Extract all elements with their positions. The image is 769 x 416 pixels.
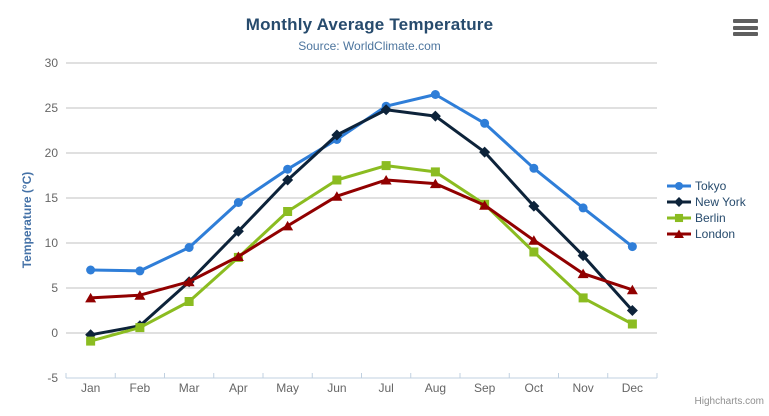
legend-item-new-york[interactable]: New York [667,194,746,209]
x-axis-label: Jan [81,381,100,395]
point-tokyo-nov[interactable] [578,203,588,213]
legend-label: Tokyo [695,178,727,193]
point-london-jan[interactable] [85,292,97,303]
point-london-nov[interactable] [577,268,589,279]
credits-link[interactable]: Highcharts.com [694,396,764,407]
point-berlin-oct[interactable] [529,247,539,257]
point-new-york-oct[interactable] [528,200,540,212]
point-berlin-jan[interactable] [86,336,96,346]
legend-item-tokyo[interactable]: Tokyo [667,178,746,193]
point-london-may[interactable] [282,220,294,231]
point-berlin-jun[interactable] [332,175,342,185]
point-new-york-jun[interactable] [331,129,343,141]
point-london-mar[interactable] [183,276,195,287]
point-tokyo-apr[interactable] [233,198,243,207]
hamburger-menu-icon [733,19,758,23]
legend-label: Berlin [695,210,726,225]
x-axis-label: Jun [327,381,346,395]
chart-subtitle: Source: WorldClimate.com [298,39,441,53]
y-axis-label: 15 [45,191,59,205]
point-tokyo-jan[interactable] [86,265,96,275]
x-axis-label: May [276,381,299,395]
point-berlin-may[interactable] [283,207,293,216]
point-berlin-aug[interactable] [430,167,440,177]
hamburger-menu-icon [733,32,758,36]
point-tokyo-aug[interactable] [430,90,440,99]
y-axis-label: 25 [45,101,59,115]
series-line-london [89,178,634,300]
point-new-york-sep[interactable] [479,146,491,158]
export-menu-button[interactable] [733,19,758,36]
point-berlin-mar[interactable] [184,297,194,306]
x-axis-label: Feb [130,381,151,395]
y-axis-title: Temperature (°C) [20,171,34,269]
y-axis-label: -5 [47,371,58,385]
point-tokyo-sep[interactable] [480,118,490,128]
y-axis-label: 5 [51,281,58,295]
new-york-diamond-legend-icon [667,196,691,207]
point-new-york-dec[interactable] [626,305,638,316]
x-axis-label: Mar [179,381,200,395]
series-line-new-york [89,108,634,337]
point-london-dec[interactable] [626,284,638,295]
london-triangle-legend-icon [667,229,691,238]
point-tokyo-oct[interactable] [529,163,539,173]
point-london-apr[interactable] [232,251,244,262]
x-axis-label: Dec [622,381,643,395]
berlin-square-legend-icon [667,213,691,222]
point-london-jun[interactable] [331,191,343,201]
x-axis-label: Aug [425,381,446,395]
point-new-york-aug[interactable] [429,110,441,122]
point-tokyo-feb[interactable] [135,266,145,276]
point-new-york-jul[interactable] [380,104,392,116]
point-new-york-nov[interactable] [577,250,589,262]
point-new-york-may[interactable] [282,174,294,186]
point-london-feb[interactable] [134,290,146,300]
point-berlin-nov[interactable] [578,293,588,303]
y-axis-label: 30 [45,56,59,70]
legend-label: New York [695,194,746,209]
tokyo-circle-legend-icon [667,181,691,190]
legend-label: London [695,226,736,241]
legend-item-london[interactable]: London [667,226,746,241]
point-tokyo-mar[interactable] [184,243,194,252]
chart-title: Monthly Average Temperature [245,15,494,34]
y-axis-label: 20 [45,146,59,160]
point-tokyo-dec[interactable] [627,242,637,252]
x-axis-label: Nov [572,381,593,395]
point-tokyo-may[interactable] [283,164,293,174]
x-axis-label: Jul [378,381,393,395]
point-london-aug[interactable] [429,178,441,189]
chart-legend: Tokyo New York Berlin London [667,178,746,241]
point-berlin-jul[interactable] [381,161,391,171]
series-line-berlin [89,164,634,343]
point-london-oct[interactable] [528,235,540,245]
point-berlin-dec[interactable] [627,319,637,329]
point-london-jul[interactable] [380,175,392,185]
point-london-sep[interactable] [479,200,491,210]
x-axis-label: Sep [474,381,496,395]
point-new-york-apr[interactable] [232,225,244,237]
y-axis-label: 10 [45,236,59,250]
point-berlin-feb[interactable] [135,323,145,333]
x-axis-label: Apr [229,381,248,395]
hamburger-menu-icon [733,25,758,30]
y-axis-label: 0 [51,326,58,340]
legend-item-berlin[interactable]: Berlin [667,210,746,225]
x-axis-label: Oct [525,381,544,395]
